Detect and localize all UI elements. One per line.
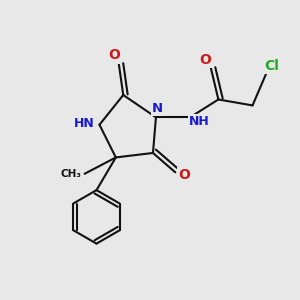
Text: O: O — [199, 53, 211, 67]
Text: N: N — [152, 102, 163, 115]
Text: HN: HN — [74, 117, 95, 130]
Text: O: O — [178, 168, 190, 182]
Text: CH₃: CH₃ — [60, 169, 81, 179]
Text: Cl: Cl — [264, 59, 279, 73]
Text: O: O — [108, 49, 120, 62]
Text: NH: NH — [189, 115, 209, 128]
